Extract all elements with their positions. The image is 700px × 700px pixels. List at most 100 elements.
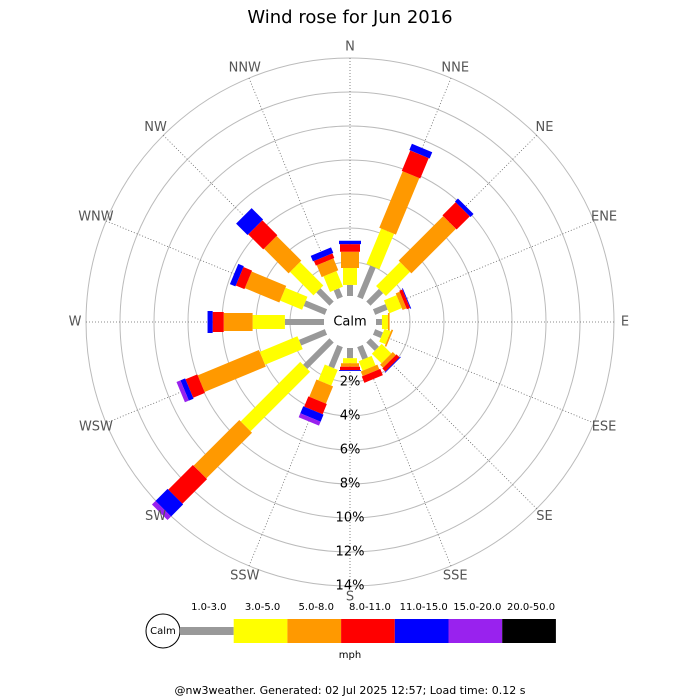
rose-segment [341, 363, 359, 367]
rose-segment [304, 396, 327, 415]
legend-swatch [448, 619, 503, 643]
rose-segment [340, 244, 360, 252]
rose-segment [328, 344, 343, 369]
rose-segment [303, 338, 334, 369]
rose-segment [347, 284, 353, 296]
chart-title: Wind rose for Jun 2016 [247, 7, 452, 28]
rose-segment [366, 228, 395, 270]
rose-segment [168, 464, 208, 504]
rose-segment [313, 253, 335, 266]
rose-segment [409, 143, 433, 159]
direction-label: SW [145, 509, 166, 524]
rose-segment [384, 356, 401, 373]
rose-segment [280, 287, 308, 310]
rose-segment [248, 220, 278, 250]
bars [151, 143, 475, 521]
rose-segment [236, 208, 264, 236]
rose-segment [333, 288, 343, 300]
legend-label: 20.0-50.0 [507, 602, 555, 613]
r-tick-label: 14% [336, 579, 365, 594]
rose-segment [347, 348, 353, 359]
r-tick-label: 8% [340, 477, 361, 492]
rose-segment [382, 354, 400, 372]
rose-segment [240, 361, 311, 432]
rose-segment [376, 262, 410, 296]
rose-segment [360, 364, 380, 377]
direction-label: SE [536, 509, 552, 524]
rose-segment [193, 419, 253, 479]
direction-label: SSE [443, 569, 468, 584]
direction-label: W [69, 315, 82, 330]
calm-circle [324, 296, 376, 348]
rose-segment [151, 500, 172, 521]
rose-segment [339, 370, 361, 371]
direction-label: SSW [230, 569, 260, 584]
rose-segment [207, 311, 213, 333]
legend-label: 11.0-15.0 [400, 602, 448, 613]
rose-segment [357, 265, 376, 300]
legend-label: 3.0-5.0 [245, 602, 280, 613]
spoke [368, 340, 537, 509]
footer: @nw3weather. Generated: 02 Jul 2025 12:5… [175, 684, 526, 697]
direction-label: NW [144, 120, 167, 135]
r-tick-label: 10% [336, 511, 365, 526]
legend-swatch [394, 619, 449, 643]
rose-segment [176, 380, 189, 403]
rose-segment [212, 312, 224, 332]
legend-calm-label: Calm [150, 626, 176, 637]
rose-segment [398, 216, 456, 274]
rose-segment [357, 344, 368, 360]
rose-segment [371, 343, 392, 364]
rose-segment [340, 366, 360, 371]
rose-segment [244, 271, 287, 303]
spoke [373, 220, 595, 313]
direction-label: WSW [79, 420, 113, 435]
r-tick-label: 6% [340, 443, 361, 458]
rose-segment [318, 364, 338, 386]
legend-label: 8.0-11.0 [349, 602, 391, 613]
rose-segment [376, 319, 382, 325]
rose-segment [343, 267, 357, 285]
direction-label: ESE [592, 420, 617, 435]
rose-segment [383, 295, 402, 314]
rose-segment [303, 300, 328, 315]
rose-segment [372, 304, 388, 315]
rose-segment [454, 198, 474, 218]
rose-segment [380, 352, 396, 368]
spoke [373, 331, 595, 424]
legend-swatch [180, 627, 234, 635]
rose-segment [343, 358, 357, 364]
direction-label: NE [535, 120, 553, 135]
legend-label: 5.0-8.0 [299, 602, 334, 613]
rose-segment [298, 329, 328, 346]
rose-segment [372, 329, 384, 338]
rose-segment [252, 315, 285, 329]
legend-swatch [341, 619, 395, 643]
rose-segment [339, 240, 361, 245]
legend-title: mph [339, 650, 361, 661]
rose-segment [366, 288, 384, 306]
r-tick-label: 4% [340, 409, 361, 424]
rose-segment [366, 338, 379, 351]
rose-segment [361, 368, 383, 383]
rose-segment [323, 270, 343, 293]
rose-segment [399, 289, 411, 310]
legend-label: 15.0-20.0 [453, 602, 501, 613]
rose-segment [379, 171, 420, 235]
rose-segment [229, 263, 244, 287]
rose-segment [259, 336, 303, 365]
rose-segment [395, 291, 407, 310]
rose-segment [284, 319, 324, 325]
legend-swatch [287, 619, 342, 643]
rose-segment [309, 247, 332, 257]
direction-label: WNW [78, 209, 114, 224]
rose-segment [235, 267, 253, 290]
rose-segment [155, 488, 184, 517]
rose-segment [223, 313, 253, 331]
rose-segment [197, 349, 266, 392]
legend-swatch [502, 619, 556, 643]
direction-label: NNW [229, 60, 261, 75]
r-tick-label: 2% [340, 375, 361, 390]
rose-segment [381, 315, 388, 329]
